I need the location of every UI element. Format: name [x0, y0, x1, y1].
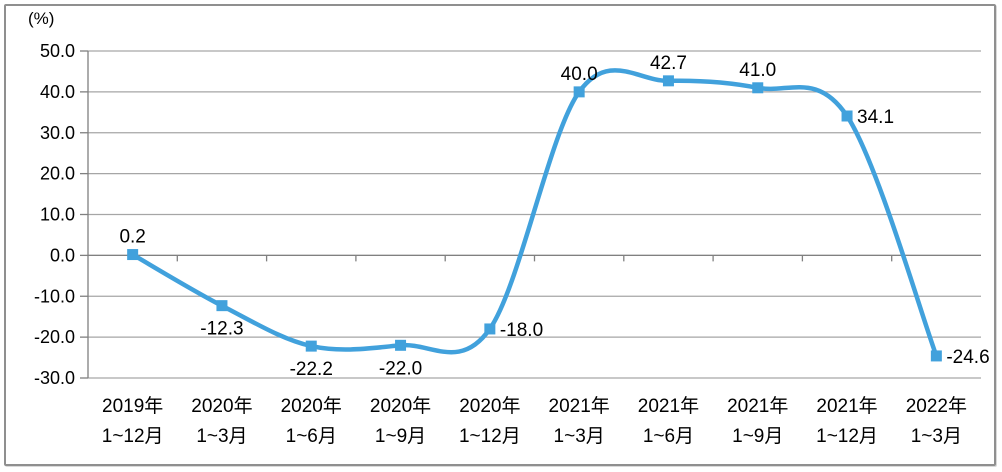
x-tick-label-year: 2020年	[281, 395, 342, 417]
data-label: -18.0	[500, 320, 543, 341]
x-tick-label-year: 2022年	[906, 395, 967, 417]
y-tick-label: -20.0	[34, 327, 75, 347]
data-label: 41.0	[739, 60, 776, 81]
data-point-marker	[216, 300, 228, 312]
x-tick-label-year: 2021年	[727, 395, 788, 417]
data-label: -24.6	[946, 347, 989, 368]
chart-border-frame	[4, 4, 996, 466]
y-axis-unit-label: (%)	[28, 9, 55, 28]
data-label: 0.2	[119, 227, 145, 248]
x-tick-label-period: 1~6月	[286, 426, 337, 447]
data-label: -22.2	[290, 359, 333, 380]
data-label: 34.1	[857, 107, 894, 128]
data-point-marker	[305, 340, 317, 352]
data-point-marker	[930, 350, 942, 362]
x-tick-label-period: 1~3月	[911, 426, 962, 447]
y-tick-label: 40.0	[40, 82, 75, 102]
x-tick-label-year: 2020年	[459, 395, 520, 417]
y-tick-label: -30.0	[34, 368, 75, 388]
x-tick-label-period: 1~9月	[732, 426, 783, 447]
x-tick-label-year: 2020年	[191, 395, 252, 417]
data-point-marker	[127, 249, 139, 261]
data-label: -22.0	[379, 358, 422, 379]
x-tick-label-period: 1~12月	[459, 426, 521, 447]
x-tick-label-period: 1~6月	[643, 426, 694, 447]
data-point-marker	[395, 339, 407, 351]
data-label: 42.7	[650, 53, 687, 74]
x-tick-label-year: 2019年	[102, 395, 163, 417]
x-tick-label-year: 2020年	[370, 395, 431, 417]
data-point-marker	[573, 86, 585, 98]
y-tick-label: 30.0	[40, 123, 75, 143]
y-tick-label: -10.0	[34, 286, 75, 306]
y-tick-label: 0.0	[50, 245, 75, 265]
data-point-marker	[752, 82, 764, 94]
x-tick-label-period: 1~12月	[816, 426, 878, 447]
data-point-marker	[484, 323, 496, 335]
data-label: -12.3	[200, 319, 243, 340]
x-tick-label-period: 1~3月	[196, 426, 247, 447]
x-tick-label-year: 2021年	[816, 395, 877, 417]
y-tick-label: 10.0	[40, 205, 75, 225]
data-point-marker	[662, 75, 674, 87]
x-tick-label-year: 2021年	[549, 395, 610, 417]
y-tick-label: 50.0	[40, 41, 75, 61]
x-tick-label-period: 1~3月	[554, 426, 605, 447]
data-point-marker	[841, 110, 853, 122]
data-label: 40.0	[561, 64, 598, 85]
x-tick-label-year: 2021年	[638, 395, 699, 417]
x-tick-label-period: 1~12月	[102, 426, 164, 447]
x-tick-label-period: 1~9月	[375, 426, 426, 447]
y-tick-label: 20.0	[40, 164, 75, 184]
data-line	[130, 68, 939, 359]
